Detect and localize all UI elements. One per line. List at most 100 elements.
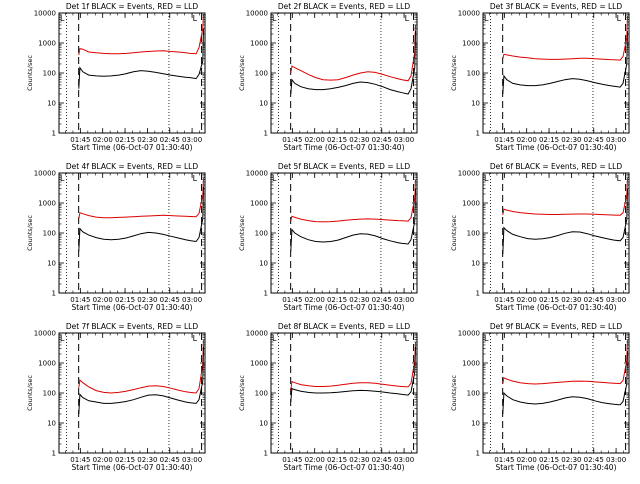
series-events-line (290, 31, 416, 95)
x-tick-label: 01:45 (70, 136, 90, 144)
plot-frame (482, 12, 630, 134)
x-tick-label: 03:00 (606, 296, 626, 304)
x-tick-label: 02:45 (584, 296, 604, 304)
y-tick-label: 1000 (250, 360, 268, 368)
y-tick-label: 10000 (458, 170, 480, 178)
x-tick-label: 02:45 (372, 456, 392, 464)
x-tick-label: 02:15 (327, 456, 347, 464)
detector-plot-5: Det 5f BLACK = Events, RED = LLD Counts/s… (238, 162, 418, 312)
corner-marker-right: L (405, 174, 410, 183)
x-tick-label: 03:00 (182, 456, 202, 464)
plot-frame (58, 332, 206, 454)
detector-plot-8: Det 8f BLACK = Events, RED = LLD Counts/s… (238, 322, 418, 472)
x-tick-label: 02:30 (561, 456, 581, 464)
x-tick-label: 02:30 (137, 296, 157, 304)
series-events-line (290, 346, 416, 403)
y-tick-label: 10 (259, 100, 268, 108)
series-lld-line (502, 177, 628, 216)
detector-plot-4: Det 4f BLACK = Events, RED = LLD Counts/s… (26, 162, 206, 312)
detector-plot-6: Det 6f BLACK = Events, RED = LLD Counts/s… (450, 162, 630, 312)
x-tick-label: 02:30 (137, 136, 157, 144)
x-axis-label: Start Time (06-Oct-07 01:30:40) (495, 143, 616, 152)
y-tick-label: 10000 (34, 10, 56, 18)
x-tick-label: 01:45 (494, 136, 514, 144)
x-tick-label: 02:45 (160, 136, 180, 144)
x-tick-label: 02:15 (539, 296, 559, 304)
y-tick-label: 1000 (38, 40, 56, 48)
series-events-line (502, 31, 628, 95)
plot-title: Det 1f BLACK = Events, RED = LLD (66, 2, 199, 11)
y-tick-label: 1 (264, 130, 268, 138)
corner-marker-left: L (272, 174, 277, 183)
x-tick-label: 02:45 (584, 136, 604, 144)
x-axis-label: Start Time (06-Oct-07 01:30:40) (495, 303, 616, 312)
x-tick-label: 01:45 (494, 296, 514, 304)
y-tick-label: 1000 (250, 200, 268, 208)
corner-marker-right: L (405, 14, 410, 23)
plot-title: Det 2f BLACK = Events, RED = LLD (278, 2, 411, 11)
y-tick-label: 10 (471, 100, 480, 108)
x-tick-label: 01:45 (282, 136, 302, 144)
y-axis-label: Counts/sec (238, 215, 246, 251)
x-tick-label: 02:45 (372, 136, 392, 144)
plot-frame (482, 172, 630, 294)
x-tick-label: 01:45 (70, 456, 90, 464)
x-tick-label: 02:00 (517, 296, 537, 304)
y-tick-label: 1000 (462, 360, 480, 368)
detector-plot-9: Det 9f BLACK = Events, RED = LLD Counts/s… (450, 322, 630, 472)
x-tick-label: 03:00 (182, 136, 202, 144)
x-tick-label: 02:15 (115, 296, 135, 304)
y-tick-label: 100 (255, 70, 268, 78)
y-tick-label: 1 (264, 290, 268, 298)
x-tick-label: 02:45 (584, 456, 604, 464)
x-axis-label: Start Time (06-Oct-07 01:30:40) (283, 143, 404, 152)
x-axis-label: Start Time (06-Oct-07 01:30:40) (71, 463, 192, 472)
x-tick-label: 02:00 (305, 456, 325, 464)
y-axis-label: Counts/sec (450, 375, 458, 411)
y-tick-label: 1000 (462, 40, 480, 48)
x-tick-label: 03:00 (394, 136, 414, 144)
corner-marker-right: L (193, 14, 198, 23)
y-tick-label: 10 (471, 260, 480, 268)
x-tick-label: 02:00 (93, 296, 113, 304)
x-axis-label: Start Time (06-Oct-07 01:30:40) (495, 463, 616, 472)
x-tick-label: 02:45 (160, 456, 180, 464)
y-tick-label: 10 (47, 100, 56, 108)
x-tick-label: 02:15 (115, 456, 135, 464)
y-tick-label: 10000 (246, 330, 268, 338)
y-tick-label: 100 (467, 70, 480, 78)
plot-title: Det 5f BLACK = Events, RED = LLD (278, 162, 411, 171)
y-tick-label: 1 (52, 450, 56, 458)
plot-title: Det 7f BLACK = Events, RED = LLD (66, 322, 199, 331)
y-tick-label: 1 (476, 450, 480, 458)
y-tick-label: 1 (52, 130, 56, 138)
y-tick-label: 1 (264, 450, 268, 458)
y-tick-label: 100 (467, 390, 480, 398)
x-tick-label: 03:00 (394, 456, 414, 464)
x-tick-label: 02:00 (517, 136, 537, 144)
y-axis-label: Counts/sec (238, 375, 246, 411)
x-tick-label: 01:45 (282, 296, 302, 304)
x-tick-label: 02:00 (305, 296, 325, 304)
corner-marker-right: L (193, 174, 198, 183)
plot-frame (270, 12, 418, 134)
corner-marker-left: L (484, 14, 489, 23)
detector-plot-7: Det 7f BLACK = Events, RED = LLD Counts/s… (26, 322, 206, 472)
corner-marker-right: L (193, 334, 198, 343)
corner-marker-right: L (405, 334, 410, 343)
corner-marker-right: L (617, 174, 622, 183)
x-tick-label: 02:00 (517, 456, 537, 464)
x-axis-label: Start Time (06-Oct-07 01:30:40) (283, 303, 404, 312)
x-tick-label: 02:15 (327, 296, 347, 304)
y-tick-label: 1 (476, 130, 480, 138)
x-tick-label: 03:00 (606, 456, 626, 464)
series-lld-line (290, 24, 416, 82)
y-tick-label: 100 (43, 230, 56, 238)
series-lld-line (290, 341, 416, 391)
x-tick-label: 02:00 (93, 456, 113, 464)
series-lld-line (78, 339, 204, 394)
x-tick-label: 02:45 (160, 296, 180, 304)
x-tick-label: 02:30 (349, 136, 369, 144)
corner-marker-left: L (60, 174, 65, 183)
